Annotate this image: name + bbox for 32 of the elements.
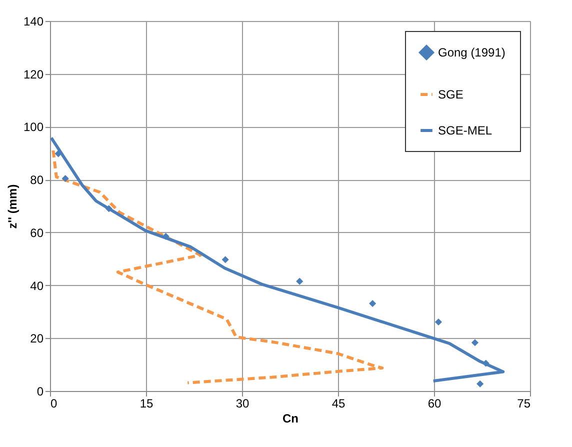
y-tick-label: 40 xyxy=(30,278,44,293)
y-tick-label: 120 xyxy=(23,67,44,82)
point xyxy=(62,174,69,182)
y-axis-title: z'' (mm) xyxy=(5,184,20,229)
point xyxy=(105,205,112,212)
point xyxy=(482,360,490,367)
line-series xyxy=(52,149,384,384)
y-tick-label: 100 xyxy=(23,120,44,134)
point xyxy=(296,278,304,285)
x-tick-label: 60 xyxy=(428,396,442,410)
y-tick-label: 80 xyxy=(30,173,44,188)
point xyxy=(54,150,62,158)
x-tick-label: 75 xyxy=(517,396,531,410)
x-tick-label: 30 xyxy=(236,396,250,410)
point xyxy=(369,300,376,308)
x-tick-label: 45 xyxy=(332,396,346,410)
legend-label: Gong (1991) xyxy=(438,46,506,60)
y-tick-label: 60 xyxy=(30,226,44,240)
x-tick-label: 0 xyxy=(50,396,58,410)
point xyxy=(222,256,229,264)
legend-label: SGE-MEL xyxy=(438,124,492,138)
legend-label: SGE xyxy=(438,88,464,102)
y-tick-label: 0 xyxy=(36,384,44,398)
x-axis-title: Cn xyxy=(282,412,298,426)
point xyxy=(471,339,478,346)
point xyxy=(476,380,484,388)
y-tick-label: 140 xyxy=(23,14,44,28)
y-tick-label: 20 xyxy=(30,332,44,346)
point xyxy=(434,318,442,326)
line-series xyxy=(50,136,505,382)
point xyxy=(162,232,170,240)
x-tick-label: 15 xyxy=(140,396,154,410)
